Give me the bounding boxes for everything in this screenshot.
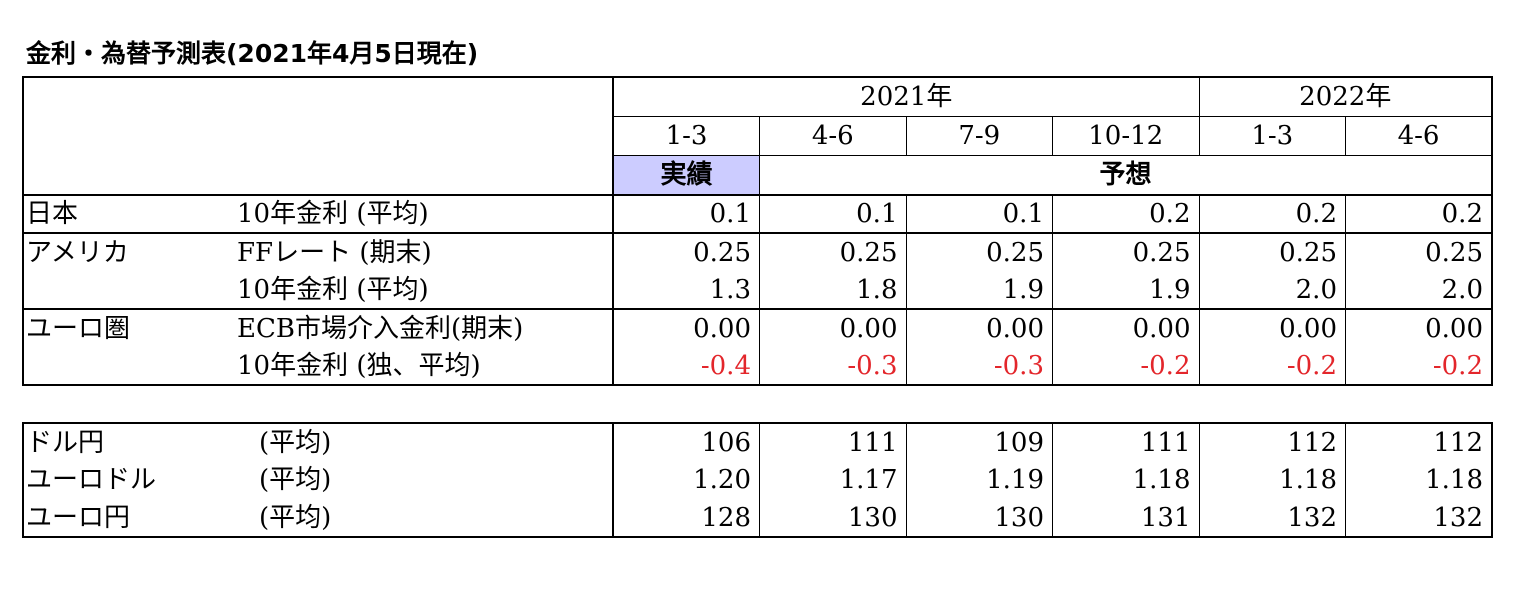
rate-value-cell: 1.3 [612,271,760,309]
fx-table: ドル円 (平均) 106 111 109 111 112 112 ユーロドル (平均) 1.20 1.… [22,422,1493,538]
fx-value-cell: 1.20 [612,461,760,499]
page-title: 金利・為替予測表(2021年4月5日現在) [26,39,479,68]
quarter-header: 1-3 [1198,116,1346,156]
fx-pair-label: ユーロ円 [22,499,235,538]
fx-value-cell: 1.18 [1198,461,1346,499]
rate-value-cell: 0.25 [1052,232,1199,271]
year-header-2022: 2022年 [1198,76,1493,117]
rate-value-cell: 0.00 [1052,308,1199,347]
fx-value-cell: 112 [1345,422,1493,461]
region-label: 日本 [22,194,235,233]
rate-value-cell: 2.0 [1345,271,1493,309]
item-label: 10年金利 (平均) [235,194,613,233]
interest-rate-table: 2021年 2022年 1-3 4-6 7-9 10-12 1-3 4-6 実績… [22,76,1493,386]
rate-value-cell: 0.00 [612,308,760,347]
rate-value-cell: 0.2 [1198,194,1346,233]
rate-value-cell: 0.00 [905,308,1053,347]
fx-value-cell: 130 [759,499,906,538]
rate-value-cell: -0.3 [905,347,1053,386]
region-label [22,347,235,386]
header-blank [22,76,613,195]
fx-value-cell: 1.18 [1345,461,1493,499]
rate-value-cell: 0.25 [1198,232,1346,271]
rate-value-cell: -0.4 [612,347,760,386]
rate-value-cell: 1.9 [1052,271,1199,309]
rate-value-cell: 1.9 [905,271,1053,309]
fx-value-cell: 1.19 [905,461,1053,499]
item-label: FFレート (期末) [235,232,613,271]
fx-value-cell: 106 [612,422,760,461]
fx-value-cell: 112 [1198,422,1346,461]
fx-pair-label: ドル円 [22,422,235,461]
region-label: アメリカ [22,232,235,271]
rate-value-cell: -0.3 [759,347,906,386]
rate-value-cell: 0.1 [905,194,1053,233]
rate-value-cell: 0.25 [759,232,906,271]
rate-value-cell: 0.25 [1345,232,1493,271]
quarter-header: 4-6 [1345,116,1493,156]
forecast-label: 予想 [759,155,1493,195]
region-label [22,271,235,309]
rate-value-cell: 0.2 [1052,194,1199,233]
actual-label: 実績 [612,155,760,195]
rate-value-cell: 0.1 [759,194,906,233]
rate-value-cell: -0.2 [1052,347,1199,386]
fx-value-cell: 128 [612,499,760,538]
fx-item-label: (平均) [235,499,613,538]
year-header-2021: 2021年 [612,76,1199,117]
fx-value-cell: 111 [759,422,906,461]
rate-value-cell: 0.2 [1345,194,1493,233]
rate-value-cell: 1.8 [759,271,906,309]
item-label: ECB市場介入金利(期末) [235,308,613,347]
fx-value-cell: 131 [1052,499,1199,538]
quarter-header: 10-12 [1052,116,1199,156]
rate-value-cell: 0.00 [759,308,906,347]
item-label: 10年金利 (独、平均) [235,347,613,386]
fx-rows: ドル円 (平均) 106 111 109 111 112 112 ユーロドル (平均) 1.20 1.… [22,422,1493,538]
rate-value-cell: 0.25 [905,232,1053,271]
quarter-header: 7-9 [905,116,1053,156]
fx-value-cell: 1.17 [759,461,906,499]
rate-value-cell: 0.00 [1345,308,1493,347]
fx-value-cell: 1.18 [1052,461,1199,499]
fx-item-label: (平均) [259,465,332,495]
quarter-header: 4-6 [759,116,906,156]
fx-pair-label: ユーロドル [22,461,235,499]
region-label: ユーロ圏 [22,308,235,347]
rate-value-cell: 0.00 [1198,308,1346,347]
fx-value-cell: 132 [1198,499,1346,538]
fx-value-cell: 109 [905,422,1053,461]
rate-value-cell: 2.0 [1198,271,1346,309]
fx-value-cell: 130 [905,499,1053,538]
rate-value-cell: 0.1 [612,194,760,233]
fx-value-cell: 132 [1345,499,1493,538]
rate-value-cell: -0.2 [1345,347,1493,386]
rate-value-cell: 0.25 [612,232,760,271]
quarter-header: 1-3 [612,116,760,156]
rate-rows: 日本 10年金利 (平均) 0.1 0.1 0.1 0.2 0.2 0.2 アメリカ FFレート … [22,194,1493,386]
item-label: 10年金利 (平均) [237,274,429,305]
fx-item-label: (平均) [235,422,613,461]
rate-value-cell: -0.2 [1198,347,1346,386]
fx-value-cell: 111 [1052,422,1199,461]
